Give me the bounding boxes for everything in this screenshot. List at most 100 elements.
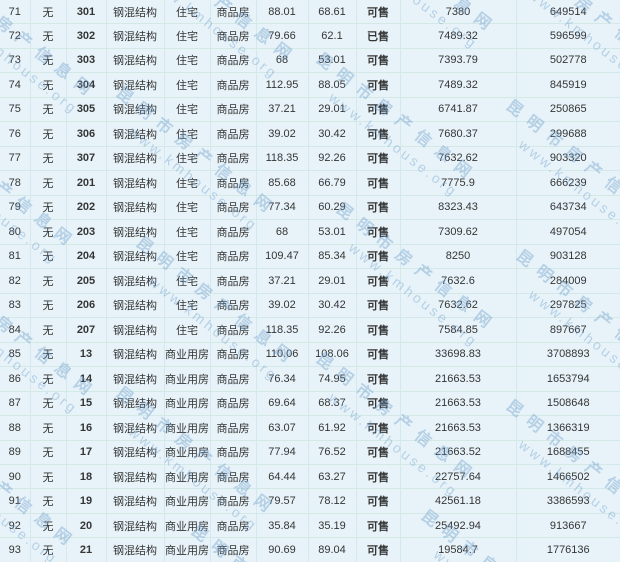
row-index-cell: 77 (0, 146, 31, 172)
reserve-status-cell: 无 (30, 23, 67, 49)
table-row: 82 无 205 钢混结构 住宅 商品房 37.21 29.01 可售 7632.6 284009 (0, 268, 620, 294)
total-price-cell: 284009 (516, 268, 620, 294)
sale-status-cell: 可售 (356, 464, 401, 490)
structure-cell: 钢混结构 (106, 0, 165, 25)
total-price-cell: 897667 (516, 317, 620, 343)
total-price-cell: 299688 (516, 121, 620, 147)
table-row: 88 无 16 钢混结构 商业用房 商品房 63.07 61.92 可售 21663.53 1366… (0, 415, 620, 441)
usage-cell: 住宅 (164, 268, 211, 294)
structure-cell: 钢混结构 (106, 488, 165, 514)
sale-status-cell: 可售 (356, 195, 401, 221)
row-index-cell: 73 (0, 48, 31, 74)
room-number-link[interactable]: 203 (66, 219, 107, 245)
table-row: 76 无 306 钢混结构 住宅 商品房 39.02 30.42 可售 7680.37 299688 (0, 121, 620, 147)
usage-cell: 住宅 (164, 146, 211, 172)
row-index-cell: 79 (0, 195, 31, 221)
room-number-link[interactable]: 20 (66, 513, 107, 539)
type-cell: 商品房 (210, 0, 257, 25)
type-cell: 商品房 (210, 440, 257, 465)
sale-status-cell: 可售 (356, 537, 401, 562)
room-number-link[interactable]: 205 (66, 268, 107, 294)
room-number-link[interactable]: 307 (66, 146, 107, 172)
total-price-cell: 903128 (516, 244, 620, 270)
type-cell: 商品房 (210, 537, 257, 562)
row-index-cell: 87 (0, 391, 31, 417)
inner-area-cell: 53.01 (308, 48, 357, 74)
table-row: 91 无 19 钢混结构 商业用房 商品房 79.57 78.12 可售 42561.18 3386… (0, 488, 620, 514)
total-price-cell: 297825 (516, 293, 620, 319)
reserve-status-cell: 无 (30, 488, 67, 514)
room-number-link[interactable]: 304 (66, 72, 107, 98)
table-row: 71 无 301 钢混结构 住宅 商品房 88.01 68.61 可售 7380 649514 (0, 0, 620, 25)
unit-price-cell: 21663.53 (400, 391, 517, 417)
table-row: 78 无 201 钢混结构 住宅 商品房 85.68 66.79 可售 7775.9 666239 (0, 170, 620, 196)
room-number-link[interactable]: 303 (66, 48, 107, 74)
room-number-link[interactable]: 201 (66, 170, 107, 196)
room-number-link[interactable]: 13 (66, 342, 107, 368)
usage-cell: 住宅 (164, 48, 211, 74)
structure-cell: 钢混结构 (106, 268, 165, 294)
unit-price-cell: 21663.52 (400, 440, 517, 465)
type-cell: 商品房 (210, 415, 257, 441)
type-cell: 商品房 (210, 464, 257, 490)
structure-cell: 钢混结构 (106, 293, 165, 319)
built-area-cell: 79.57 (256, 488, 309, 514)
room-number-link[interactable]: 18 (66, 464, 107, 490)
unit-price-cell: 7489.32 (400, 23, 517, 49)
room-number-link[interactable]: 306 (66, 121, 107, 147)
room-number-link[interactable]: 302 (66, 23, 107, 49)
type-cell: 商品房 (210, 146, 257, 172)
room-number-link[interactable]: 21 (66, 537, 107, 562)
room-number-link[interactable]: 17 (66, 440, 107, 465)
inner-area-cell: 30.42 (308, 121, 357, 147)
sale-status-cell: 可售 (356, 293, 401, 319)
reserve-status-cell: 无 (30, 268, 67, 294)
reserve-status-cell: 无 (30, 219, 67, 245)
room-number-link[interactable]: 19 (66, 488, 107, 514)
structure-cell: 钢混结构 (106, 72, 165, 98)
table-row: 72 无 302 钢混结构 住宅 商品房 79.66 62.1 已售 7489.32 596599 (0, 23, 620, 49)
reserve-status-cell: 无 (30, 293, 67, 319)
unit-price-cell: 7775.9 (400, 170, 517, 196)
built-area-cell: 118.35 (256, 317, 309, 343)
row-index-cell: 91 (0, 488, 31, 514)
built-area-cell: 79.66 (256, 23, 309, 49)
room-number-link[interactable]: 204 (66, 244, 107, 270)
row-index-cell: 76 (0, 121, 31, 147)
unit-price-cell: 19584.7 (400, 537, 517, 562)
usage-cell: 住宅 (164, 0, 211, 25)
structure-cell: 钢混结构 (106, 23, 165, 49)
room-number-link[interactable]: 202 (66, 195, 107, 221)
total-price-cell: 903320 (516, 146, 620, 172)
total-price-cell: 1508648 (516, 391, 620, 417)
usage-cell: 住宅 (164, 23, 211, 49)
room-number-link[interactable]: 16 (66, 415, 107, 441)
table-row: 93 无 21 钢混结构 商业用房 商品房 90.69 89.04 可售 19584.7 17761… (0, 537, 620, 562)
built-area-cell: 39.02 (256, 293, 309, 319)
sale-status-cell: 可售 (356, 513, 401, 539)
room-number-link[interactable]: 207 (66, 317, 107, 343)
row-index-cell: 80 (0, 219, 31, 245)
total-price-cell: 643734 (516, 195, 620, 221)
inner-area-cell: 53.01 (308, 219, 357, 245)
unit-price-cell: 7680.37 (400, 121, 517, 147)
usage-cell: 商业用房 (164, 440, 211, 465)
total-price-cell: 1366319 (516, 415, 620, 441)
total-price-cell: 649514 (516, 0, 620, 25)
usage-cell: 商业用房 (164, 488, 211, 514)
usage-cell: 住宅 (164, 293, 211, 319)
reserve-status-cell: 无 (30, 537, 67, 562)
total-price-cell: 666239 (516, 170, 620, 196)
room-number-link[interactable]: 301 (66, 0, 107, 25)
built-area-cell: 39.02 (256, 121, 309, 147)
room-number-link[interactable]: 305 (66, 97, 107, 123)
total-price-cell: 3386593 (516, 488, 620, 514)
inner-area-cell: 74.95 (308, 366, 357, 392)
built-area-cell: 112.95 (256, 72, 309, 98)
type-cell: 商品房 (210, 23, 257, 49)
room-number-link[interactable]: 14 (66, 366, 107, 392)
table-row: 83 无 206 钢混结构 住宅 商品房 39.02 30.42 可售 7632.62 297825 (0, 293, 620, 319)
room-number-link[interactable]: 206 (66, 293, 107, 319)
room-number-link[interactable]: 15 (66, 391, 107, 417)
